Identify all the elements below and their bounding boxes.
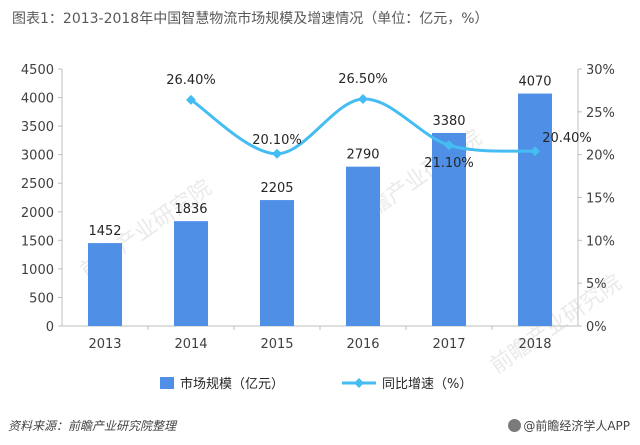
brand-name: @前瞻经济学人APP: [523, 419, 630, 433]
left-tick-label: 500: [29, 291, 54, 306]
legend-line-marker: [354, 378, 364, 388]
x-tick-label: 2013: [88, 337, 121, 352]
brand-logo-icon: [508, 419, 522, 432]
x-tick-label: 2014: [174, 337, 207, 352]
legend-bar-swatch: [160, 377, 174, 389]
x-tick-label: 2016: [346, 337, 379, 352]
legend: 市场规模（亿元） 同比增速（%）: [160, 376, 472, 392]
chart-title: 图表1：2013-2018年中国智慧物流市场规模及增速情况（单位：亿元，%）: [12, 11, 489, 27]
left-tick-label: 1000: [21, 263, 54, 278]
right-tick-label: 5%: [586, 277, 607, 292]
legend-line-label: 同比增速（%）: [382, 377, 472, 392]
right-tick-label: 25%: [586, 106, 615, 121]
line-marker: [530, 146, 540, 157]
legend-bar-label: 市场规模（亿元）: [180, 376, 284, 392]
right-tick-label: 20%: [586, 149, 615, 164]
growth-value-label: 21.10%: [424, 156, 474, 171]
left-tick-label: 2500: [21, 177, 54, 192]
data-labels: 1452 1836 2205 2790 3380 4070 26.40% 20.10% 26.5…: [88, 72, 591, 239]
source-note: 资料来源：前瞻产业研究院整理: [8, 419, 177, 433]
growth-value-label: 20.10%: [252, 133, 302, 148]
bar-value-label: 1836: [174, 202, 207, 217]
line-marker: [358, 93, 368, 104]
line-marker: [186, 94, 196, 105]
x-tick-label: 2015: [260, 337, 293, 352]
bar-series: [88, 93, 552, 327]
right-tick-label: 15%: [586, 192, 615, 207]
left-tick-label: 4000: [21, 92, 54, 107]
left-tick-label: 4500: [21, 63, 54, 78]
bar: [518, 93, 552, 327]
growth-value-label: 20.40%: [542, 131, 592, 146]
bar: [260, 200, 294, 326]
right-tick-label: 0%: [586, 320, 607, 335]
bar: [346, 166, 380, 326]
left-tick-label: 1500: [21, 234, 54, 249]
growth-value-label: 26.50%: [338, 72, 388, 87]
left-tick-label: 3500: [21, 120, 54, 135]
bar-value-label: 4070: [518, 75, 551, 90]
left-tick-label: 2000: [21, 206, 54, 221]
right-tick-label: 10%: [586, 234, 615, 249]
brand-footer: @前瞻经济学人APP: [508, 417, 630, 434]
bar-value-label: 2790: [346, 148, 379, 163]
bar: [174, 221, 208, 326]
bar: [88, 243, 122, 326]
right-tick-label: 30%: [586, 63, 615, 78]
bar-value-label: 3380: [432, 114, 465, 129]
left-tick-label: 3000: [21, 149, 54, 164]
line-series: [186, 93, 540, 159]
x-tick-label: 2017: [432, 337, 465, 352]
left-tick-label: 0: [46, 320, 54, 335]
line-marker: [272, 148, 282, 159]
x-tick-label: 2018: [518, 337, 551, 352]
bar: [432, 132, 466, 326]
bar-value-label: 2205: [260, 181, 293, 196]
line-marker: [444, 140, 454, 151]
growth-value-label: 26.40%: [166, 73, 216, 88]
bar-value-label: 1452: [88, 224, 121, 239]
axes: 0 500 1000 1500 2000 2500 3000 3500 4000 4500 0% 5%…: [21, 63, 615, 352]
